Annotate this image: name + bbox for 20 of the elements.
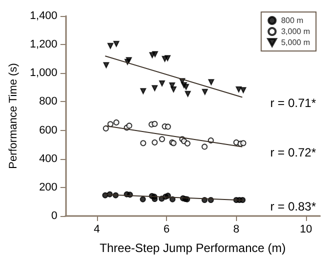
y-tick-label: 1,000: [30, 67, 58, 80]
y-tick-label: 200: [39, 181, 58, 194]
y-tick-label: 400: [39, 152, 58, 165]
annotation: r = 0.83*: [270, 199, 316, 214]
y-tick-label: 1,200: [30, 38, 58, 51]
x-tick-label: 8: [233, 224, 240, 236]
y-tick-label: 600: [39, 124, 58, 136]
legend-label: 5,000 m: [281, 38, 310, 47]
x-tick-label: 6: [163, 224, 170, 236]
legend-label: 800 m: [281, 16, 304, 25]
y-tick-label: 800: [39, 96, 58, 108]
annotation: r = 0.71*: [270, 96, 316, 110]
y-axis-title: Performance Time (s): [8, 63, 20, 169]
x-tick-label: 4: [94, 224, 100, 236]
legend-label: 3,000 m: [281, 27, 310, 36]
x-axis-title: Three-Step Jump Performance (m): [100, 241, 286, 255]
y-tick-label: 1,400: [30, 10, 58, 22]
y-tick-label: 0: [51, 210, 58, 222]
x-tick-label: 10: [300, 224, 312, 236]
annotation: r = 0.72*: [270, 146, 316, 160]
